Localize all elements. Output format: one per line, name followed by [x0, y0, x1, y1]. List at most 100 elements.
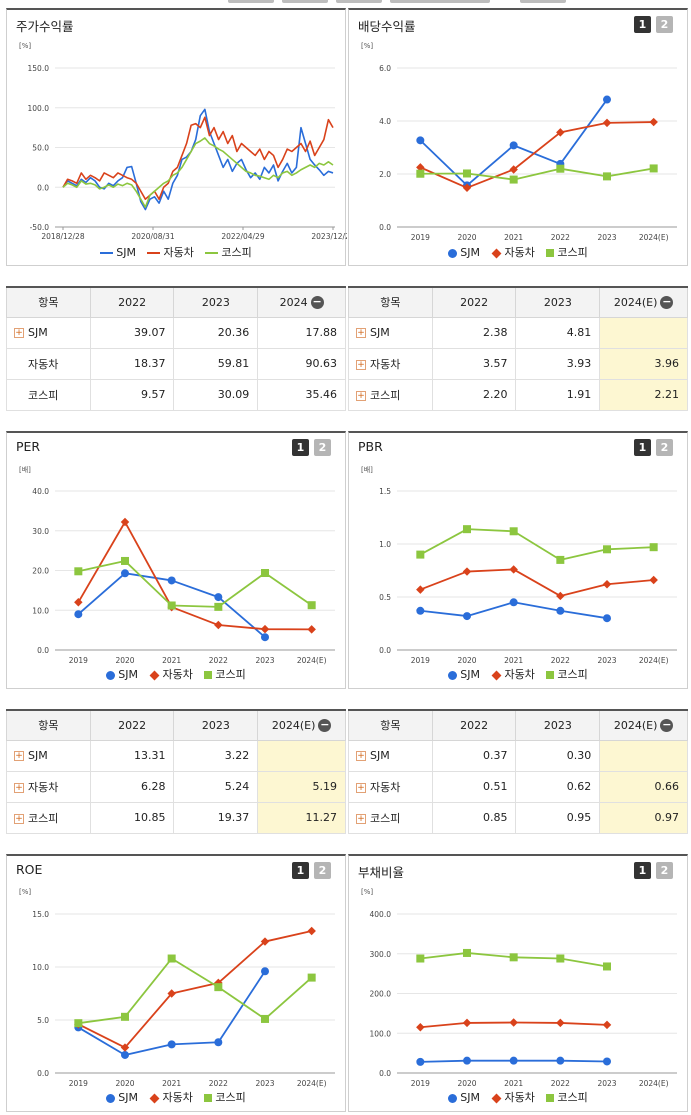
legend-label: 자동차 [163, 246, 194, 259]
expand-plus-icon[interactable]: + [356, 751, 366, 761]
expand-plus-icon[interactable]: + [356, 328, 366, 338]
value-cell: 5.19 [257, 770, 346, 803]
y-tick-label: 100.0 [28, 104, 50, 113]
collapse-icon[interactable]: − [660, 295, 674, 309]
col-header-2024e: 2024(E) − [599, 286, 688, 318]
legend-sjm[interactable]: SJM [448, 668, 480, 681]
legend-auto[interactable]: 자동차 [149, 1089, 193, 1105]
series-line-kospi [62, 137, 334, 208]
legend-kospi[interactable]: 코스피 [204, 666, 246, 682]
legend-kospi[interactable]: 코스피 [546, 666, 588, 682]
row-name-label: 자동차 [28, 357, 59, 371]
col-header-2022: 2022 [431, 709, 517, 741]
view-1-button[interactable]: 1 [292, 439, 309, 456]
view-2-button[interactable]: 2 [656, 862, 673, 879]
value-cell [599, 739, 688, 772]
y-tick-label: 5.0 [37, 1016, 49, 1025]
legend-kospi[interactable]: 코스피 [204, 1089, 246, 1105]
value-cell: 35.46 [257, 378, 346, 411]
row-name-cell: + 자동차 [348, 347, 433, 380]
legend-sjm[interactable]: SJM [448, 1091, 480, 1104]
point-kospi [463, 948, 471, 957]
top-tab-stub[interactable] [228, 0, 274, 3]
roe-chart: 15.0 10.0 5.0 0.0 2019 2020 2021 2022 2023 2024(E… [32, 910, 335, 1088]
x-tick-label: 2022 [551, 1079, 570, 1088]
series-line-kospi [78, 957, 313, 1025]
top-tab-stub[interactable] [390, 0, 490, 3]
series-line-sjm [62, 108, 334, 211]
expand-plus-icon[interactable]: + [356, 390, 366, 401]
col-header-2023: 2023 [173, 286, 259, 318]
panel-title: ROE [16, 862, 43, 877]
point-kospi [74, 567, 83, 576]
table-row: + SJM 2.38 4.81 [348, 316, 688, 349]
view-2-button[interactable]: 2 [314, 862, 331, 879]
legend-auto[interactable]: 자동차 [491, 244, 535, 260]
kospi-swatch [204, 1094, 213, 1102]
sjm-swatch [448, 670, 458, 680]
y-tick-label: -50.0 [30, 223, 50, 232]
view-2-button[interactable]: 2 [314, 439, 331, 456]
legend-kospi[interactable]: 코스피 [546, 1089, 588, 1105]
unit-label: [%] [361, 888, 374, 896]
x-tick-label: 2022/04/29 [221, 232, 264, 241]
legend-kospi[interactable]: 코스피 [205, 244, 252, 260]
collapse-icon[interactable]: − [318, 718, 332, 732]
row-name-label: 코스피 [28, 811, 59, 825]
collapse-icon[interactable]: − [310, 295, 324, 309]
legend-auto[interactable]: 자동차 [491, 666, 535, 682]
point-sjm [556, 606, 565, 615]
point-auto [602, 580, 612, 589]
legend-kospi[interactable]: 코스피 [546, 244, 588, 260]
expand-plus-icon[interactable]: + [356, 813, 366, 824]
pbr-chart: 1.5 1.0 0.5 0.0 2019 2020 2021 2022 2023 2024(E) [379, 487, 677, 665]
expand-plus-icon[interactable]: + [356, 782, 366, 793]
x-tick-label: 2023/12/28 [311, 232, 347, 241]
point-sjm [603, 614, 611, 623]
expand-plus-icon[interactable]: + [14, 813, 24, 824]
legend-sjm[interactable]: SJM [448, 246, 480, 259]
expand-plus-icon[interactable]: + [14, 751, 24, 761]
y-tick-label: 400.0 [370, 910, 392, 919]
x-tick-label: 2019 [411, 656, 430, 665]
view-2-button[interactable]: 2 [656, 16, 673, 33]
view-2-button[interactable]: 2 [656, 439, 673, 456]
col-header-2023: 2023 [173, 709, 259, 741]
y-tick-label: 40.0 [32, 487, 49, 496]
expand-plus-icon[interactable]: + [14, 782, 24, 793]
top-tab-stub[interactable] [336, 0, 382, 3]
view-1-button[interactable]: 1 [634, 862, 651, 879]
legend-label: SJM [460, 668, 480, 681]
value-cell: 13.31 [89, 739, 175, 772]
y-tick-label: 0.0 [379, 223, 391, 232]
row-name-cell: + 자동차 [6, 770, 91, 803]
expand-plus-icon[interactable]: + [14, 328, 24, 338]
point-auto [509, 165, 518, 174]
legend-sjm[interactable]: SJM [100, 246, 136, 259]
top-tab-stub[interactable] [520, 0, 566, 3]
legend-auto[interactable]: 자동차 [149, 666, 193, 682]
point-auto [307, 625, 316, 634]
point-auto [260, 937, 270, 946]
x-tick-label: 2024(E) [639, 233, 669, 242]
x-tick-label: 2023 [597, 656, 616, 665]
panel-title: 부채비율 [358, 865, 405, 880]
legend-auto[interactable]: 자동차 [491, 1089, 535, 1105]
point-auto [462, 183, 472, 193]
legend-sjm[interactable]: SJM [106, 1091, 138, 1104]
value-cell: 39.07 [89, 316, 175, 349]
top-tab-stub[interactable] [282, 0, 328, 3]
point-sjm [463, 612, 471, 621]
point-auto [509, 565, 518, 574]
view-1-button[interactable]: 1 [292, 862, 309, 879]
col-header-item: 항목 [6, 286, 91, 318]
value-cell: 18.37 [89, 347, 175, 380]
expand-plus-icon[interactable]: + [356, 359, 366, 370]
legend-auto[interactable]: 자동차 [147, 244, 194, 260]
value-cell: 11.27 [257, 801, 346, 834]
collapse-icon[interactable]: − [660, 718, 674, 732]
view-1-button[interactable]: 1 [634, 439, 651, 456]
sjm-swatch [100, 252, 114, 254]
legend-sjm[interactable]: SJM [106, 668, 138, 681]
view-1-button[interactable]: 1 [634, 16, 651, 33]
